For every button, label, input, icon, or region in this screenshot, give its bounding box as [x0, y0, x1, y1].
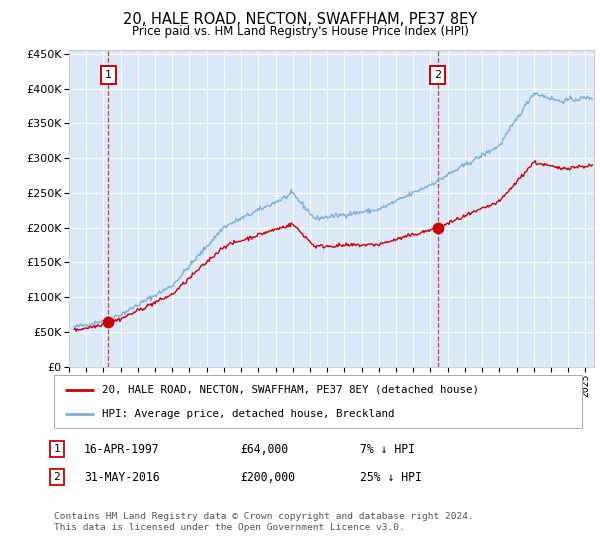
Text: 25% ↓ HPI: 25% ↓ HPI: [360, 470, 422, 484]
Text: 2: 2: [53, 472, 61, 482]
Text: £200,000: £200,000: [240, 470, 295, 484]
Point: [433, 223, 443, 232]
Text: 31-MAY-2016: 31-MAY-2016: [84, 470, 160, 484]
Text: Price paid vs. HM Land Registry's House Price Index (HPI): Price paid vs. HM Land Registry's House …: [131, 25, 469, 38]
Text: HPI: Average price, detached house, Breckland: HPI: Average price, detached house, Brec…: [101, 409, 394, 419]
Text: £64,000: £64,000: [240, 442, 288, 456]
Text: 1: 1: [105, 70, 112, 80]
Text: 1: 1: [53, 444, 61, 454]
Text: 20, HALE ROAD, NECTON, SWAFFHAM, PE37 8EY: 20, HALE ROAD, NECTON, SWAFFHAM, PE37 8E…: [123, 12, 477, 27]
Text: 7% ↓ HPI: 7% ↓ HPI: [360, 442, 415, 456]
Point: [104, 318, 113, 327]
Text: Contains HM Land Registry data © Crown copyright and database right 2024.
This d: Contains HM Land Registry data © Crown c…: [54, 512, 474, 532]
Text: 20, HALE ROAD, NECTON, SWAFFHAM, PE37 8EY (detached house): 20, HALE ROAD, NECTON, SWAFFHAM, PE37 8E…: [101, 385, 479, 395]
Text: 2: 2: [434, 70, 441, 80]
Text: 16-APR-1997: 16-APR-1997: [84, 442, 160, 456]
